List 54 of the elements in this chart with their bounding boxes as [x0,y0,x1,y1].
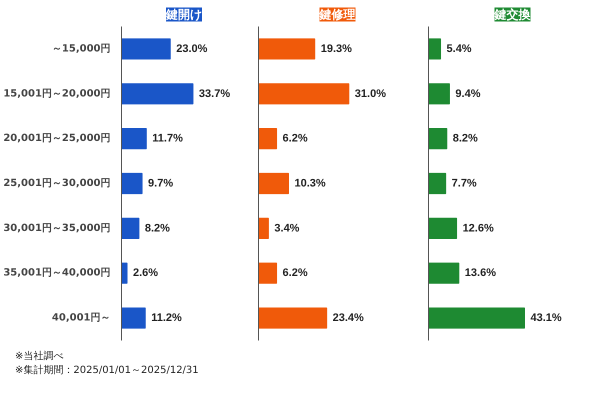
bar [122,172,143,194]
bar [428,128,448,150]
chart-title: 鍵開け [165,8,202,22]
data-label: 19.3% [320,42,352,55]
bar [258,172,289,194]
data-label: 11.2% [151,312,182,324]
bar [428,83,450,104]
y-tick-label: 40,001円～ [52,312,111,324]
bar [122,128,147,150]
bar [122,83,194,104]
y-tick-label: 35,001円～40,000円 [3,268,111,279]
data-label: 43.1% [530,312,562,324]
bar [122,218,140,239]
y-tick-label: 20,001円～25,000円 [3,133,111,144]
y-tick-label: 15,001円～20,000円 [3,88,111,100]
data-label: 23.4% [332,312,364,324]
bar [428,172,446,194]
data-label: 9.7% [148,178,174,190]
y-tick-label: 25,001円～30,000円 [3,178,111,189]
bar [258,83,350,104]
y-tick-label: ～15,000円 [52,43,111,54]
bar [258,218,269,239]
bar [428,307,525,329]
data-label: 2.6% [133,267,158,280]
bar [428,38,442,60]
data-label: 12.6% [462,222,494,234]
data-label: 13.6% [464,267,496,280]
bar [258,307,328,329]
chart-title: 鍵修理 [318,8,356,22]
bar [428,218,458,239]
data-label: 23.0% [176,42,208,55]
data-label: 5.4% [446,42,472,55]
bar [122,307,146,329]
data-label: 6.2% [282,267,308,280]
data-label: 6.2% [282,132,308,145]
chart-title: 鍵交換 [494,8,532,22]
data-label: 8.2% [452,132,478,145]
data-label: 8.2% [144,222,170,234]
data-label: 9.4% [455,88,481,100]
data-label: 11.7% [152,132,184,145]
data-label: 33.7% [198,88,230,100]
data-label: 10.3% [294,178,326,190]
data-label: 3.4% [274,222,300,234]
bar [258,38,316,60]
bar [122,38,171,60]
data-label: 7.7% [452,178,477,190]
data-label: 31.0% [354,88,386,100]
bar [122,262,128,284]
y-tick-label: 30,001円～35,000円 [3,222,111,234]
text: ※集計期間：2025/01/01～2025/12/31 [15,365,199,376]
bar [258,262,278,284]
bar [428,262,460,284]
text: ※当社調べ [15,351,64,362]
bar [258,128,278,150]
